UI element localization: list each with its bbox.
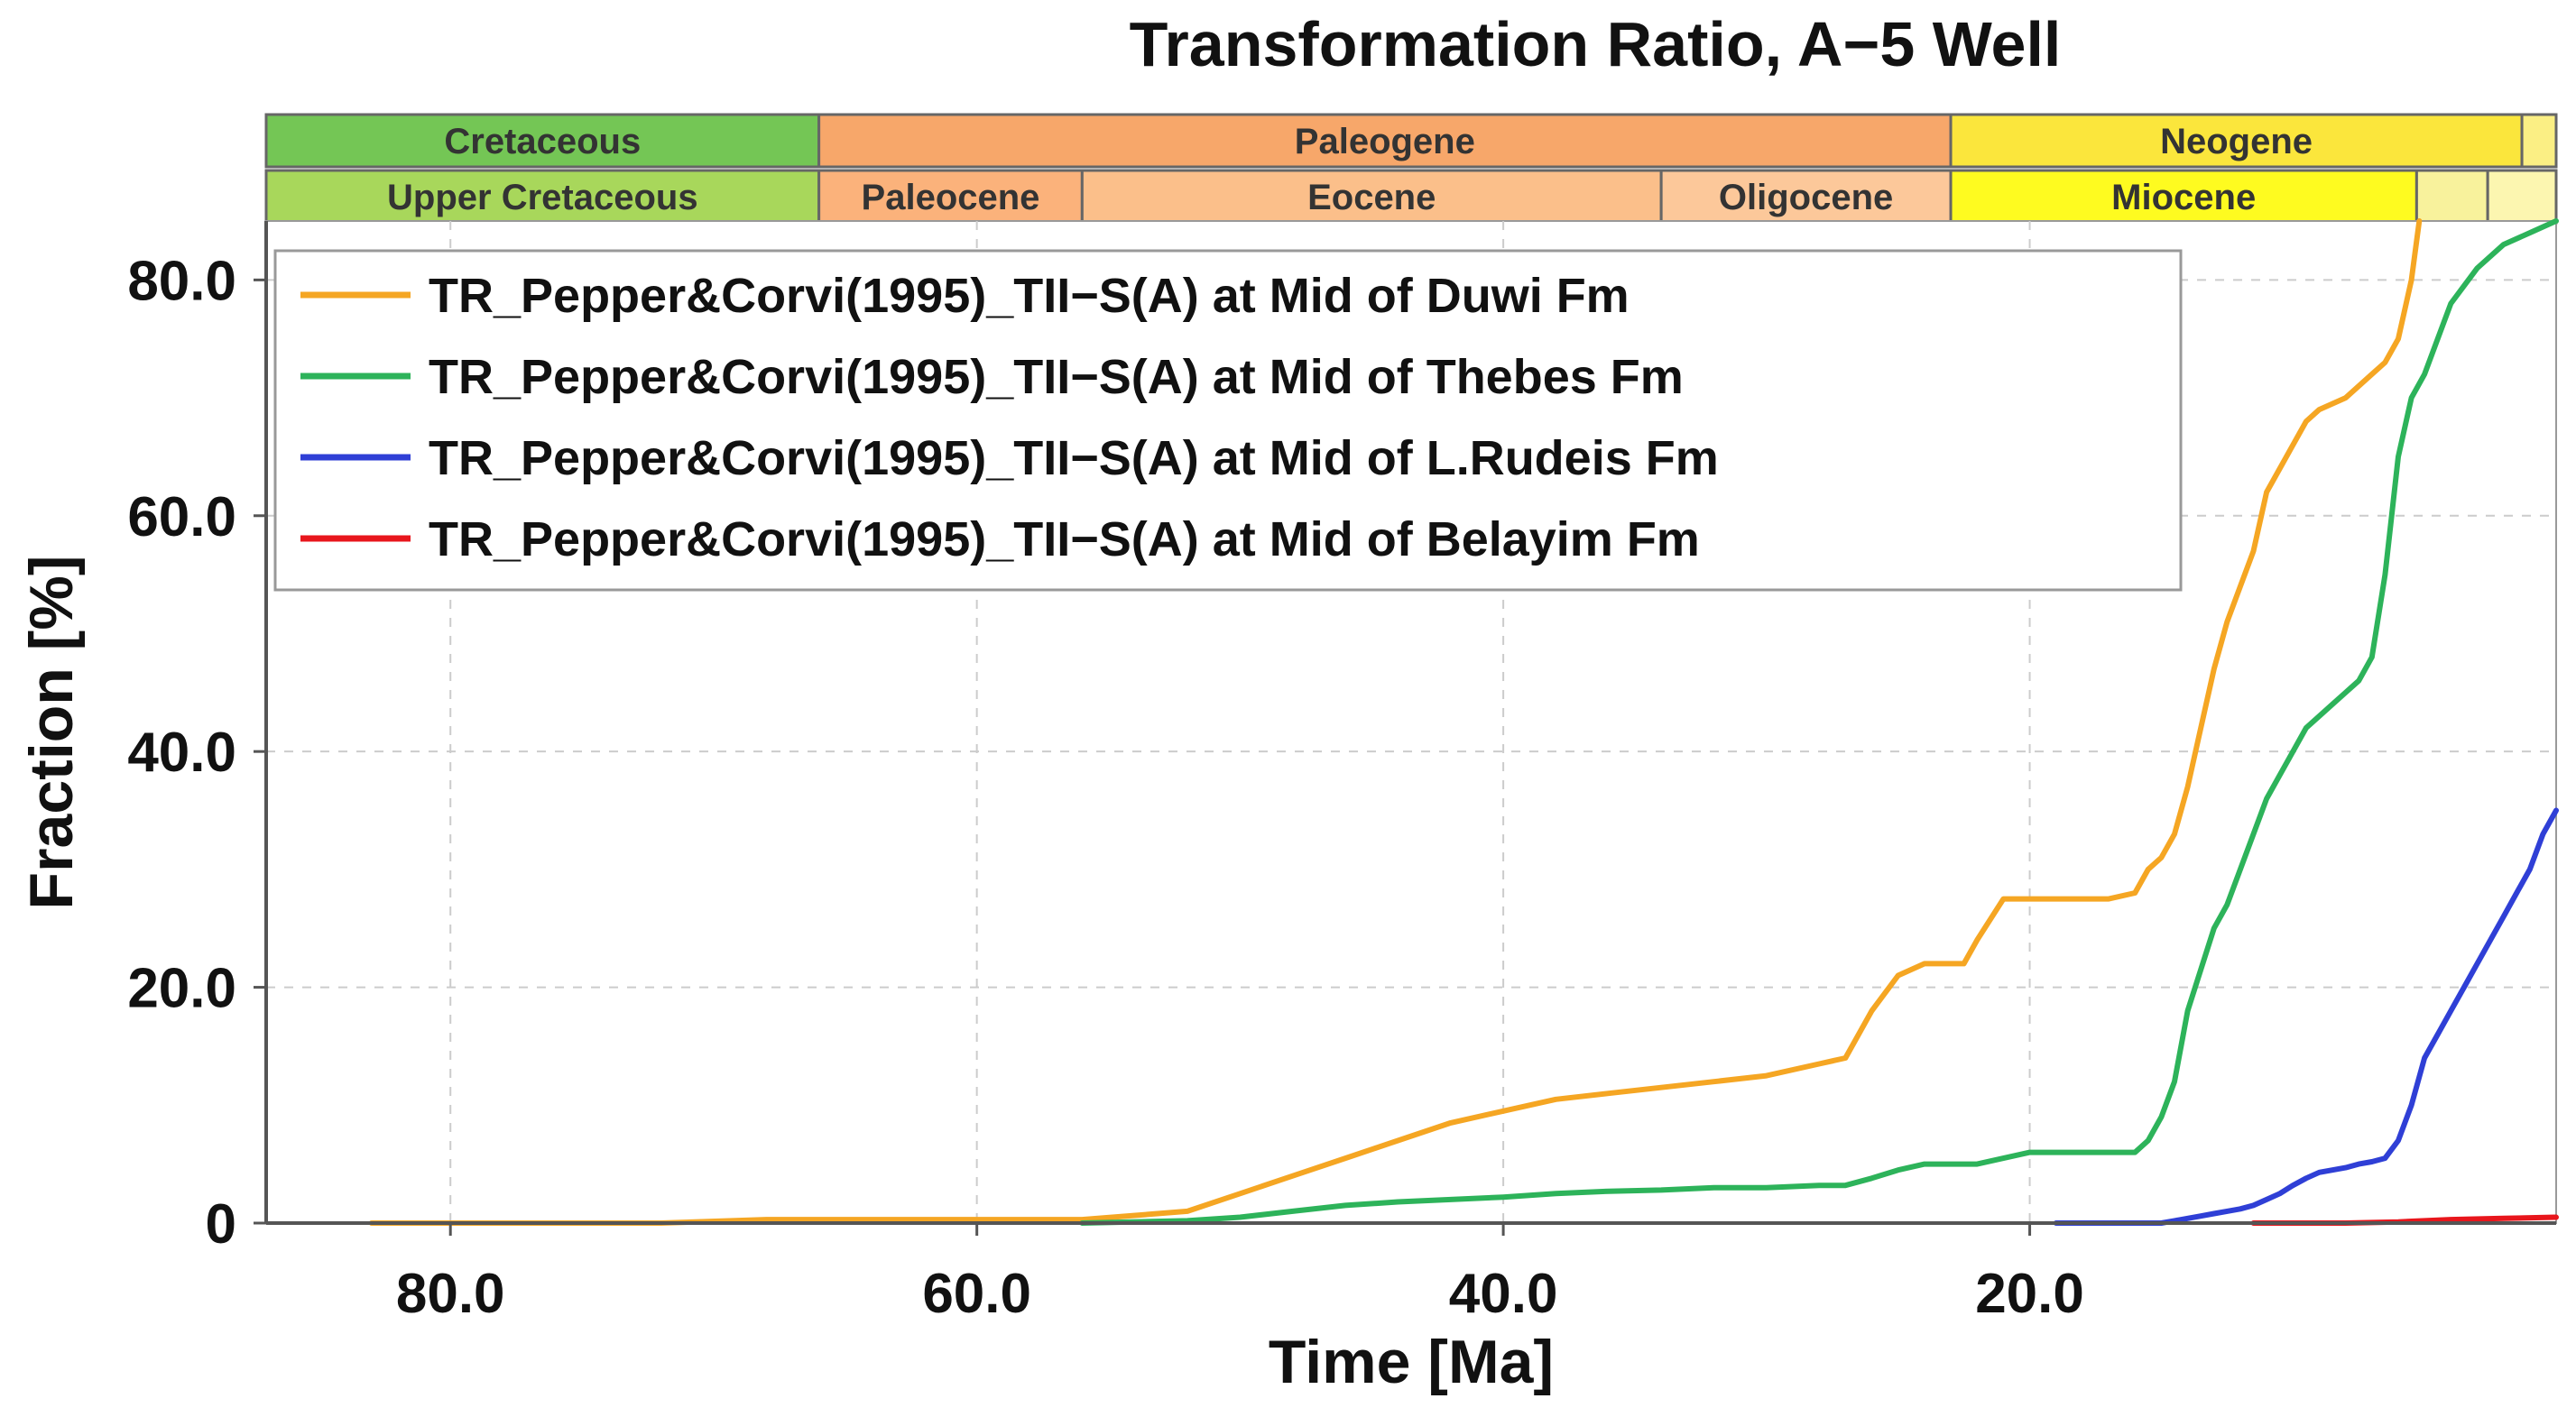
y-tick-label: 40.0: [127, 722, 236, 784]
legend: TR_Pepper&Corvi(1995)_TII−S(A) at Mid of…: [273, 249, 2183, 592]
legend-box: [273, 249, 2183, 592]
chart-title: Transformation Ratio, A−5 Well: [1130, 9, 2062, 79]
y-tick-label: 60.0: [127, 486, 236, 548]
epoch-label: Miocene: [2111, 178, 2256, 217]
epoch-label: Upper Cretaceous: [387, 178, 698, 217]
axes: 80.0 60.0 40.0 20.0 0 20.0 40.0 60.0 80.0: [127, 221, 2556, 1325]
period-band-cretaceous: [264, 113, 821, 169]
epoch-label: Eocene: [1307, 178, 1436, 217]
epoch-band-oligocene: [1659, 169, 1953, 225]
y-tick-label: 20.0: [127, 958, 236, 1020]
epoch-band-miocene: [1949, 169, 2418, 225]
y-tick-label: 80.0: [127, 250, 236, 312]
legend-label-1: TR_Pepper&Corvi(1995)_TII−S(A) at Mid of…: [429, 269, 1630, 323]
epoch-label: Paleocene: [862, 178, 1040, 217]
x-tick-label: 60.0: [922, 1263, 1031, 1325]
period-label: Neogene: [2160, 122, 2313, 161]
period-band-neogene: [1949, 113, 2524, 169]
period-band-unlabeled-3: [2520, 113, 2558, 169]
x-tick-label: 80.0: [396, 1263, 505, 1325]
x-tick-label: 40.0: [1449, 1263, 1558, 1325]
geologic-timescale: Cretaceous Paleogene Neogene Upper Cretaceo…: [264, 113, 2558, 225]
legend-label-4: TR_Pepper&Corvi(1995)_TII−S(A) at Mid of…: [429, 512, 1700, 566]
legend-label-3: TR_Pepper&Corvi(1995)_TII−S(A) at Mid of…: [429, 431, 1719, 485]
x-tick-label: 20.0: [1975, 1263, 2084, 1325]
x-axis-label: Time [Ma]: [1269, 1328, 1554, 1396]
y-axis-label: Fraction [%]: [17, 556, 86, 910]
legend-label-2: TR_Pepper&Corvi(1995)_TII−S(A) at Mid of…: [429, 350, 1684, 404]
period-label: Paleogene: [1295, 122, 1475, 161]
epoch-label: Oligocene: [1719, 178, 1893, 217]
series-line-2: [1079, 218, 2559, 1226]
epoch-band-unlabeled-5: [2414, 169, 2489, 225]
series-line-1: [368, 218, 2423, 1226]
period-label: Cretaceous: [444, 122, 641, 161]
y-tick-label: 0: [206, 1193, 236, 1256]
epoch-band-unlabeled-6: [2486, 169, 2558, 225]
series-line-3: [2053, 807, 2559, 1226]
